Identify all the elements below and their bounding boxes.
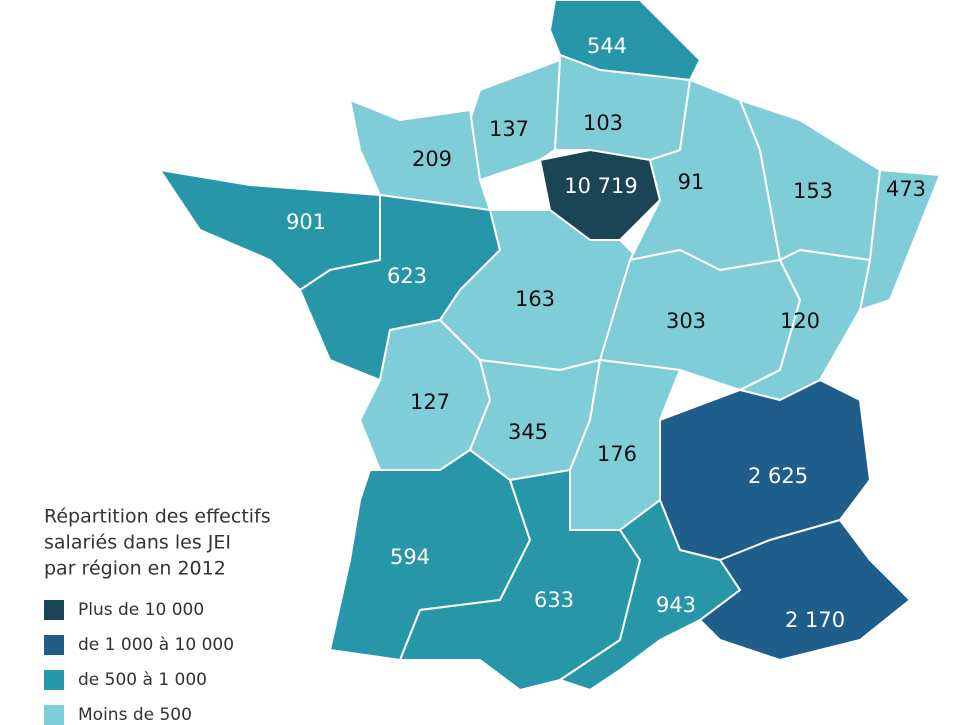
region-label: 153 <box>793 179 833 203</box>
region-label: 901 <box>286 210 326 234</box>
region-label: 10 719 <box>564 174 637 198</box>
region-label: 2 170 <box>785 608 845 632</box>
region-label: 120 <box>780 309 820 333</box>
region-label: 303 <box>666 309 706 333</box>
region-label: 209 <box>412 147 452 171</box>
legend-label: de 1 000 à 10 000 <box>78 635 234 655</box>
legend-swatch <box>44 600 64 620</box>
region-label: 103 <box>583 111 623 135</box>
legend-swatch <box>44 635 64 655</box>
legend-label: Plus de 10 000 <box>78 600 204 620</box>
region-label: 943 <box>656 593 696 617</box>
region-label: 2 625 <box>748 464 808 488</box>
regions: 544 103 137 209 901 623 10 719 163 91 153 473 303 12… <box>159 0 941 691</box>
region <box>559 499 741 691</box>
legend-swatch <box>44 705 64 725</box>
region-label: 91 <box>678 170 705 194</box>
legend-title: par région en 2012 <box>44 558 226 580</box>
region-label: 594 <box>390 545 430 569</box>
region-label: 544 <box>587 34 627 58</box>
legend-title: Répartition des effectifs <box>44 506 271 528</box>
region <box>349 99 491 211</box>
legend-swatch <box>44 670 64 690</box>
region <box>399 469 641 691</box>
legend-label: de 500 à 1 000 <box>78 670 207 690</box>
region-label: 623 <box>387 264 427 288</box>
region-label: 473 <box>886 177 926 201</box>
legend-label: Moins de 500 <box>78 705 192 725</box>
region-label: 176 <box>597 442 637 466</box>
legend-title: salariés dans les JEI <box>44 532 231 554</box>
region-label: 345 <box>508 420 548 444</box>
region-label: 633 <box>534 588 574 612</box>
legend: Répartition des effectifs salariés dans l… <box>44 506 271 725</box>
region-label: 127 <box>410 390 450 414</box>
region-label: 163 <box>515 287 555 311</box>
region-label: 137 <box>489 117 529 141</box>
